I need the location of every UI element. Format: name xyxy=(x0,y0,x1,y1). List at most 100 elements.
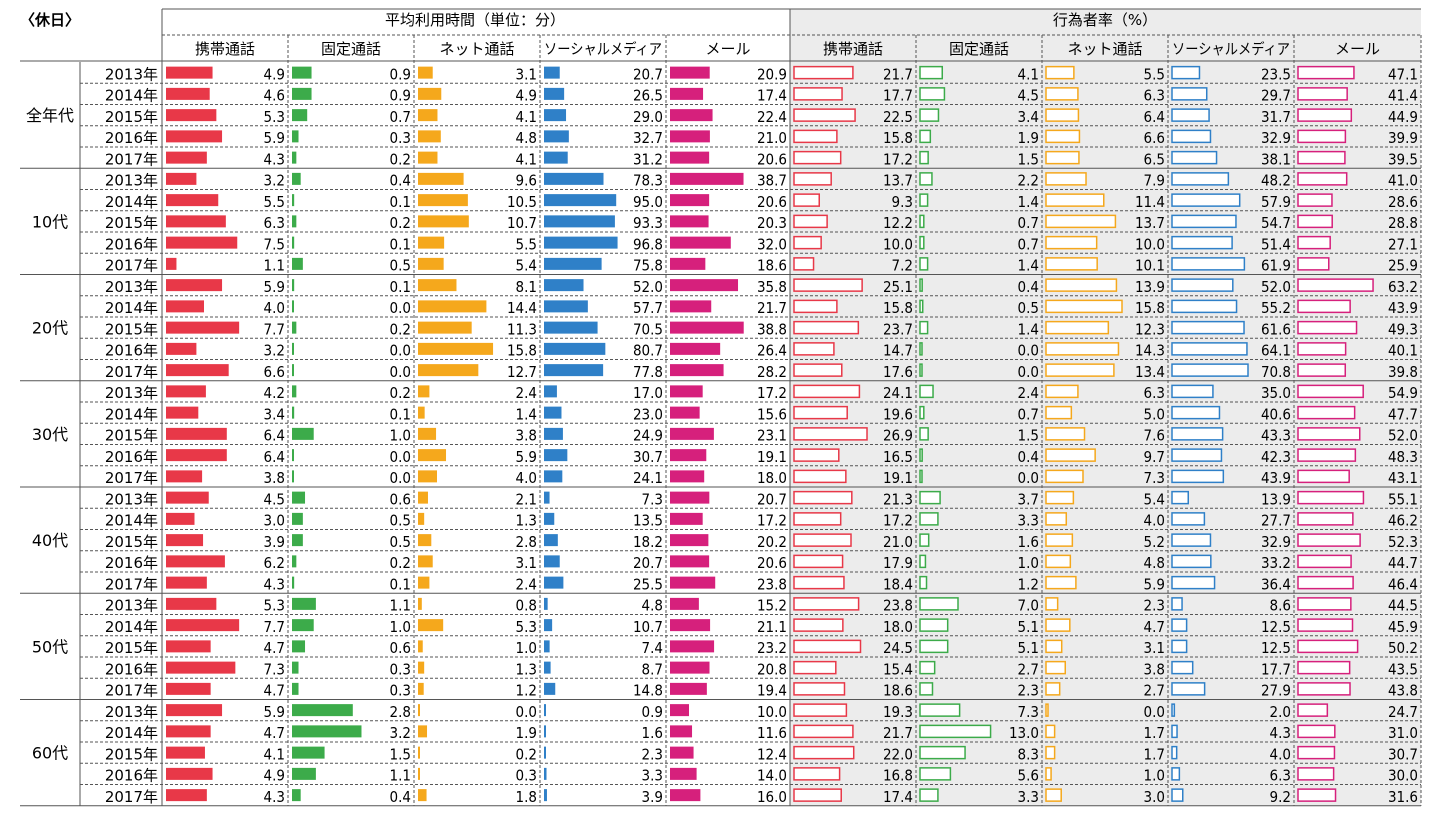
rate-value: 46.2 xyxy=(1388,512,1418,530)
time-value: 0.8 xyxy=(516,597,537,615)
time-bar-0 xyxy=(166,385,206,398)
rate-bar-3 xyxy=(1171,150,1218,165)
rate-value: 1.6 xyxy=(1018,533,1039,551)
rate-bar-3 xyxy=(1171,214,1237,229)
time-bar-4 xyxy=(670,130,710,143)
column-header-rate: メール xyxy=(1335,40,1380,58)
rate-value: 24.1 xyxy=(883,384,913,402)
rate-value: 0.4 xyxy=(1018,448,1039,466)
time-value: 93.3 xyxy=(633,214,663,232)
time-bar-4 xyxy=(670,682,707,695)
rate-bar-4 xyxy=(1297,427,1361,441)
time-value: 15.2 xyxy=(757,597,787,615)
time-bar-3 xyxy=(544,640,550,653)
rate-bar-1 xyxy=(919,745,966,760)
rate-bar-2 xyxy=(1045,512,1068,526)
rate-bar-4 xyxy=(1297,129,1347,144)
rate-value: 3.8 xyxy=(1144,660,1165,678)
rate-bar-0 xyxy=(793,469,847,484)
rate-value: 1.4 xyxy=(1018,193,1039,211)
year-label: 2015年 xyxy=(105,108,158,126)
time-bar-0 xyxy=(166,767,213,780)
time-bar-3 xyxy=(544,682,556,695)
time-bar-2 xyxy=(418,321,472,334)
time-value: 1.5 xyxy=(390,745,411,763)
rate-bar-0 xyxy=(793,427,868,441)
time-bar-4 xyxy=(670,725,693,738)
year-label: 2015年 xyxy=(105,639,158,657)
rate-value: 54.9 xyxy=(1388,384,1418,402)
year-label: 2017年 xyxy=(105,575,158,593)
rate-bar-1 xyxy=(919,193,929,207)
rate-value: 8.3 xyxy=(1018,745,1039,763)
time-bar-0 xyxy=(166,364,229,377)
rate-value: 0.7 xyxy=(1018,405,1039,423)
time-bar-1 xyxy=(292,767,316,780)
rate-value: 21.7 xyxy=(883,65,913,83)
time-value: 0.2 xyxy=(390,150,411,168)
time-bar-3 xyxy=(544,470,563,483)
column-header-time: メール xyxy=(705,40,750,58)
time-value: 1.0 xyxy=(516,639,537,657)
rate-value: 13.9 xyxy=(1135,278,1165,296)
rate-bar-4 xyxy=(1297,682,1351,696)
rate-bar-0 xyxy=(793,150,842,165)
rate-value: 2.3 xyxy=(1018,682,1039,700)
rate-bar-1 xyxy=(919,257,929,271)
time-value: 7.4 xyxy=(642,639,663,657)
rate-bar-3 xyxy=(1171,512,1206,526)
time-value: 20.6 xyxy=(757,150,787,168)
year-label: 2017年 xyxy=(105,150,158,168)
time-bar-1 xyxy=(292,87,312,100)
rate-value: 23.7 xyxy=(883,320,913,338)
rate-bar-4 xyxy=(1297,597,1352,611)
rate-bar-4 xyxy=(1297,257,1330,271)
rate-bar-1 xyxy=(919,682,934,696)
year-label: 2016年 xyxy=(105,554,158,572)
year-label: 2013年 xyxy=(105,490,158,508)
time-value: 20.6 xyxy=(757,193,787,211)
time-bar-2 xyxy=(418,704,420,717)
time-bar-0 xyxy=(166,109,217,122)
time-bar-4 xyxy=(670,215,709,228)
time-bar-4 xyxy=(670,385,703,398)
rate-value: 43.9 xyxy=(1261,469,1291,487)
rate-bar-2 xyxy=(1045,150,1080,165)
time-value: 7.3 xyxy=(264,660,285,678)
rate-value: 17.6 xyxy=(883,363,913,381)
time-value: 5.3 xyxy=(264,108,285,126)
time-value: 70.5 xyxy=(633,320,663,338)
time-value: 10.7 xyxy=(507,214,537,232)
rate-bar-1 xyxy=(919,767,952,781)
rate-value: 23.8 xyxy=(883,597,913,615)
time-bar-1 xyxy=(292,491,306,504)
rate-value: 43.5 xyxy=(1388,660,1418,678)
rate-value: 6.4 xyxy=(1144,108,1165,126)
rate-value: 5.9 xyxy=(1144,575,1165,593)
time-value: 0.0 xyxy=(390,448,411,466)
time-value: 11.6 xyxy=(757,724,787,742)
rate-value: 3.0 xyxy=(1144,788,1165,806)
rate-bar-1 xyxy=(919,299,924,314)
rate-value: 4.0 xyxy=(1144,512,1165,530)
column-header-time: ソーシャルメディア xyxy=(544,40,662,58)
time-value: 12.7 xyxy=(507,363,537,381)
rate-bar-2 xyxy=(1045,320,1110,335)
rate-bar-4 xyxy=(1297,533,1361,547)
year-label: 2013年 xyxy=(105,703,158,721)
time-bar-2 xyxy=(418,342,494,355)
rate-value: 4.3 xyxy=(1270,724,1291,742)
rate-bar-1 xyxy=(919,235,925,250)
time-value: 4.1 xyxy=(516,108,537,126)
time-bar-1 xyxy=(292,300,294,313)
rate-value: 11.4 xyxy=(1135,193,1165,211)
year-label: 2013年 xyxy=(105,597,158,615)
time-bar-4 xyxy=(670,109,713,122)
time-value: 2.8 xyxy=(390,703,411,721)
year-label: 2016年 xyxy=(105,660,158,678)
rate-bar-0 xyxy=(793,597,860,611)
rate-value: 48.3 xyxy=(1388,448,1418,466)
rate-bar-0 xyxy=(793,724,854,739)
rate-value: 39.8 xyxy=(1388,363,1418,381)
year-label: 2014年 xyxy=(105,299,158,317)
